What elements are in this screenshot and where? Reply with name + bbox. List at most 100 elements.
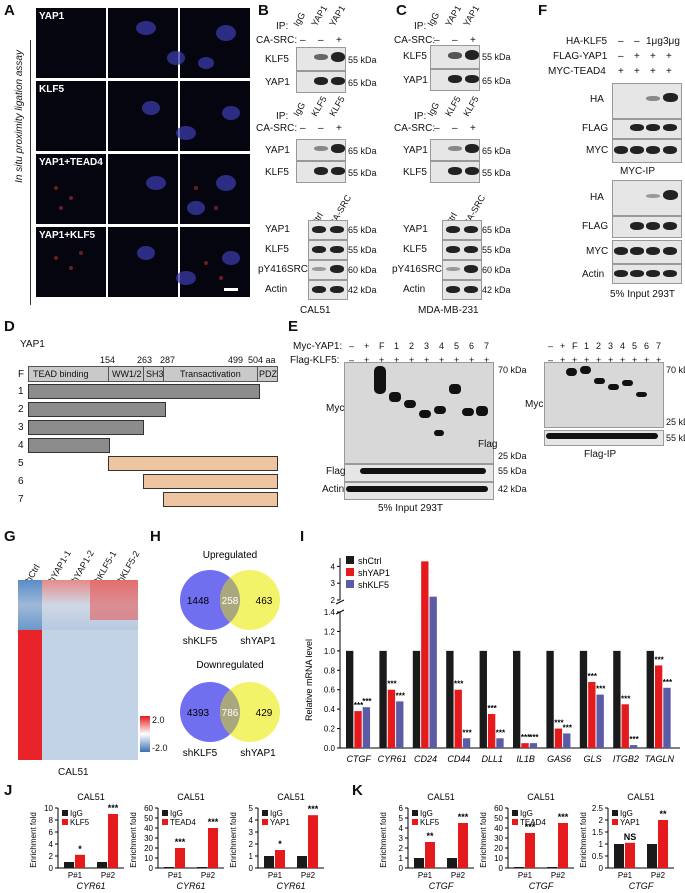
y-axis-label: Enrichment fold <box>229 812 238 868</box>
significance-star: *** <box>387 680 397 689</box>
significance-mark: ** <box>426 831 434 841</box>
significance-star: *** <box>563 723 573 732</box>
x-tick-label: P#2 <box>201 871 216 880</box>
bar-yap1 <box>625 842 635 868</box>
chart-title: CAL51 <box>177 792 205 802</box>
svg-text:4393: 4393 <box>187 708 210 719</box>
lane-label: 5 <box>454 341 460 351</box>
bar-tead4 <box>558 823 568 868</box>
legend-swatch <box>346 568 354 576</box>
lane-label: F <box>379 341 385 351</box>
legend-label: IgG <box>620 809 633 818</box>
bar-igg <box>264 856 274 868</box>
y-tick-label: 0 <box>49 864 54 873</box>
pla-cell <box>108 154 178 224</box>
y-tick-label: 3 <box>249 828 254 837</box>
pla-bracket <box>30 40 31 305</box>
panel-label-f: F <box>538 2 548 19</box>
bar-shctrl <box>613 650 621 748</box>
y-tick-label: 2 <box>599 816 604 825</box>
lane-label: 3 <box>424 341 430 351</box>
bar-tead4 <box>175 848 185 868</box>
bar-shyap1 <box>554 728 563 748</box>
x-tick-label: DLL1 <box>482 754 504 764</box>
y-tick-label: 0 <box>399 864 404 873</box>
y-axis-label: Enrichment fold <box>579 812 588 868</box>
significance-mark: *** <box>308 804 319 814</box>
significance-star: *** <box>354 701 364 710</box>
panel-label-i: I <box>300 528 305 545</box>
bar-igg <box>614 844 624 868</box>
lane-label: 1 <box>584 341 590 351</box>
y-tick-label: 1 <box>399 854 404 863</box>
bar-shyap1 <box>588 681 596 748</box>
lane-flag-sign: + <box>409 355 415 365</box>
bar-shyap1 <box>621 704 629 748</box>
y-tick-label: 0.6 <box>324 686 336 695</box>
bar-shyap1 <box>354 711 362 748</box>
legend-label: shKLF5 <box>358 580 389 590</box>
bar-tead4 <box>525 833 535 868</box>
panel-label-h: H <box>150 528 161 545</box>
lane-label: 4 <box>620 341 626 351</box>
x-tick-label: GAS6 <box>547 754 571 764</box>
axis-break <box>335 599 345 605</box>
chart-title: CAL51 <box>277 792 305 802</box>
bar-shctrl <box>446 650 454 748</box>
legend-swatch <box>412 810 418 816</box>
y-tick-label: 1 <box>249 852 254 861</box>
lane-label: 6 <box>469 341 475 351</box>
lane-flag-sign: + <box>584 355 590 365</box>
legend-label: KLF5 <box>70 818 90 827</box>
panel-e-bands-svg <box>346 366 488 492</box>
pla-cell <box>108 8 178 78</box>
legend-label: IgG <box>420 809 433 818</box>
significance-star: *** <box>521 733 531 742</box>
chart-title: CAL51 <box>427 792 455 802</box>
legend-label: YAP1 <box>270 818 290 827</box>
svg-text:786: 786 <box>222 708 239 719</box>
lane-flag-sign: + <box>379 355 385 365</box>
lane-label: – <box>349 341 355 351</box>
gene-label: CYR61 <box>276 881 305 891</box>
legend-label: TEAD4 <box>170 818 196 827</box>
panel-label-j: J <box>4 782 13 799</box>
panel-label-g: G <box>4 528 16 545</box>
bar-shyap1 <box>421 561 429 748</box>
y-tick-label: 20 <box>494 844 503 853</box>
lane-label: 5 <box>632 341 638 351</box>
venn-diagrams: Upregulated 1448 258 463 shKLF5 shYAP1 D… <box>180 550 280 759</box>
y-tick-label: 3 <box>331 579 336 588</box>
y-tick-label: 3 <box>399 834 404 843</box>
gene-label: CTGF <box>429 881 454 891</box>
bar-shyap1 <box>454 689 462 748</box>
y-tick-label: 50 <box>494 814 503 823</box>
y-tick-label: 8 <box>49 816 54 825</box>
x-tick-label: P#1 <box>518 871 533 880</box>
y-tick-label: 0 <box>149 864 154 873</box>
y-tick-label: 0 <box>599 864 604 873</box>
bar-igg <box>414 858 424 868</box>
pla-nuclei-overlay <box>54 21 240 291</box>
pla-cell <box>108 227 178 297</box>
y-tick-label: 4 <box>49 840 54 849</box>
svg-text:463: 463 <box>256 596 273 607</box>
y-tick-label: 1.2 <box>324 627 336 636</box>
x-tick-label: P#1 <box>418 871 433 880</box>
lane-flag-sign: – <box>349 355 355 365</box>
pla-cell: YAP1 <box>36 8 106 78</box>
svg-text:shKLF5: shKLF5 <box>183 636 218 647</box>
svg-text:shYAP1: shYAP1 <box>240 636 276 647</box>
lane-label: 6 <box>644 341 650 351</box>
lane-label: 1 <box>394 341 400 351</box>
bar-yap1 <box>308 815 318 868</box>
legend-swatch <box>262 810 268 816</box>
y-tick-label: 5 <box>399 814 404 823</box>
x-tick-label: P#2 <box>451 871 466 880</box>
legend-swatch <box>512 810 518 816</box>
y-tick-label: 0.8 <box>324 666 336 675</box>
svg-text:shYAP1: shYAP1 <box>240 748 276 759</box>
bar-shklf5 <box>496 738 504 748</box>
x-tick-label: CD24 <box>414 754 437 764</box>
legend-label: IgG <box>170 809 183 818</box>
